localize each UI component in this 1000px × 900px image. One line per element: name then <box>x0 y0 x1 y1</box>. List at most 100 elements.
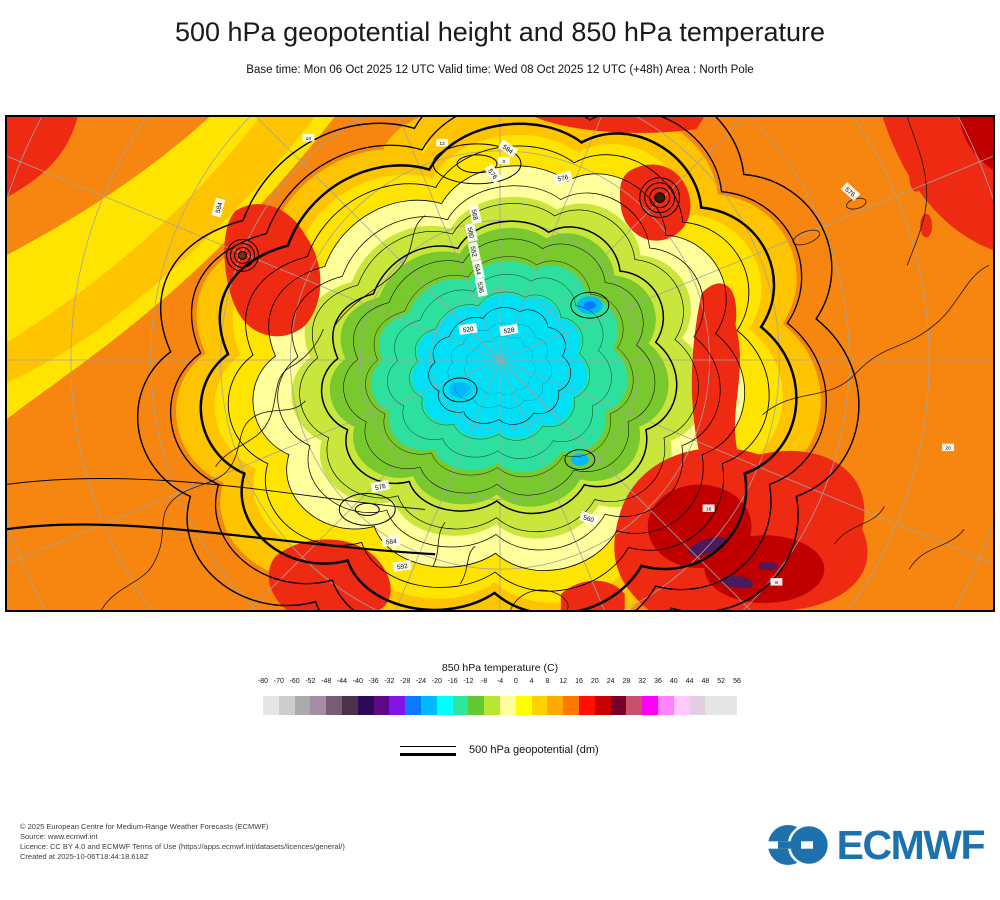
colorbar-segment <box>626 696 643 715</box>
colorbar-segment <box>689 696 706 715</box>
colorbar-segment <box>341 696 358 715</box>
colorbar-tick-label: 52 <box>717 678 726 685</box>
colorbar-tick-label: -44 <box>336 678 348 685</box>
colorbar-segment <box>705 696 722 715</box>
contour-line-thick <box>400 753 456 756</box>
colorbar-tick-label: -8 <box>481 678 488 685</box>
colorbar-segment <box>310 696 327 715</box>
colorbar-tick-label: 16 <box>575 678 583 685</box>
footer-source: Source: www.ecmwf.int <box>20 832 98 841</box>
svg-text:584: 584 <box>386 538 398 546</box>
colorbar-segment <box>657 696 674 715</box>
colorbar-segment <box>263 696 279 715</box>
svg-text:16: 16 <box>706 506 712 512</box>
colorbar-segment <box>389 696 406 715</box>
colorbar-tick-label: -32 <box>384 678 395 685</box>
colorbar-tick-label: -40 <box>352 678 363 685</box>
coastlines <box>100 116 990 611</box>
ecmwf-logo-mark <box>765 823 830 867</box>
colorbar-tick-label: 48 <box>701 678 710 685</box>
svg-text:576: 576 <box>557 174 570 184</box>
colorbar-tick-label: -60 <box>289 678 300 685</box>
colorbar-segment <box>420 696 437 715</box>
colorbar-tick-label: 36 <box>654 678 662 685</box>
colorbar-tick-label: -36 <box>368 678 379 685</box>
colorbar-tick-label: -16 <box>447 678 458 685</box>
svg-text:560: 560 <box>582 514 595 524</box>
map-border <box>6 116 994 611</box>
svg-text:584: 584 <box>215 201 225 214</box>
colorbar-tick-label: -80 <box>257 678 269 685</box>
colorbar-segment <box>326 696 342 715</box>
geopotential-line-samples <box>400 744 456 756</box>
colorbar-tick-label: 12 <box>559 678 568 685</box>
colorbar-segment <box>278 696 295 715</box>
colorbar-tick-label: 32 <box>638 678 647 685</box>
colorbar-tick-label: -48 <box>321 678 332 685</box>
colorbar-tick-label: 56 <box>733 678 741 685</box>
svg-text:544: 544 <box>473 264 482 276</box>
colorbar-tick-label: 0 <box>513 678 518 685</box>
colorbar-tick-label: 40 <box>669 678 678 685</box>
svg-text:12: 12 <box>439 141 445 147</box>
weather-map-canvas: 584 584 576 576 568 560 552 544 536 528 … <box>6 116 994 611</box>
colorbar-tick-label: -20 <box>431 678 442 685</box>
svg-text:20: 20 <box>945 446 951 452</box>
colorbar-tick-label: -12 <box>463 678 474 685</box>
ecmwf-logo: ECMWF <box>765 820 986 870</box>
svg-text:576: 576 <box>374 483 386 492</box>
svg-text:592: 592 <box>396 563 408 571</box>
temperature-legend-title: 850 hPa temperature (C) <box>441 662 559 674</box>
footer-copyright: © 2025 European Centre for Medium-Range … <box>20 822 269 831</box>
colorbar-segment <box>515 696 532 715</box>
svg-text:8: 8 <box>775 580 778 586</box>
page-title: 500 hPa geopotential height and 850 hPa … <box>174 17 825 47</box>
svg-text:0: 0 <box>503 159 506 165</box>
svg-text:520: 520 <box>462 326 474 334</box>
colorbar-segment <box>436 696 453 715</box>
footer-licence: Licence: CC BY 4.0 and ECMWF Terms of Us… <box>20 842 345 851</box>
colorbar-tick-label: -70 <box>273 678 284 685</box>
footer-created-at: Created at 2025-10-06T18:44:18.618Z <box>20 852 149 861</box>
colorbar-segment <box>547 696 564 715</box>
contour-line-thin <box>400 746 456 747</box>
colorbar-tick-label: -4 <box>496 678 504 685</box>
weather-map: 584 584 576 576 568 560 552 544 536 528 … <box>5 115 995 612</box>
colorbar-segment <box>673 696 690 715</box>
colorbar-segment <box>642 696 658 715</box>
geopotential-contours <box>6 116 860 611</box>
svg-text:528: 528 <box>503 327 515 336</box>
point-value-labels: 12 0 10 16 20 8 <box>302 133 955 586</box>
colorbar-segment <box>721 696 737 715</box>
temperature-ticks: -80 -70 -60 -52 -48 -44 -40 -36 -32 -28 -24 -20 -16-… <box>258 678 741 689</box>
colorbar-segment <box>452 696 469 715</box>
ecmwf-logo-text: ECMWF <box>836 821 986 868</box>
colorbar-segment <box>357 696 374 715</box>
footer: © 2025 European Centre for Medium-Range … <box>20 822 345 862</box>
colorbar-segment <box>578 696 595 715</box>
colorbar-tick-label: -24 <box>415 678 427 685</box>
colorbar-tick-label: 20 <box>590 678 599 685</box>
svg-text:568: 568 <box>470 209 479 221</box>
contour-labels: 584 584 576 576 568 560 552 544 536 528 … <box>211 139 861 572</box>
svg-text:536: 536 <box>476 282 485 294</box>
svg-text:10: 10 <box>306 136 312 142</box>
svg-text:552: 552 <box>469 246 478 258</box>
colorbar-tick-label: 8 <box>545 678 550 685</box>
colorbar-segment <box>405 696 421 715</box>
colorbar-tick-label: 4 <box>529 678 534 685</box>
page-subtitle: Base time: Mon 06 Oct 2025 12 UTC Valid … <box>246 64 754 76</box>
temperature-colorbar <box>263 696 737 715</box>
colorbar-tick-label: 44 <box>685 678 694 685</box>
geopotential-legend-label: 500 hPa geopotential (dm) <box>469 744 599 756</box>
geopotential-legend: 500 hPa geopotential (dm) <box>400 744 599 756</box>
colorbar-segment <box>373 696 390 715</box>
colorbar-segment <box>484 696 500 715</box>
colorbar-segment <box>610 696 627 715</box>
colorbar-segment <box>468 696 485 715</box>
colorbar-segment <box>531 696 548 715</box>
colorbar-segment <box>294 696 311 715</box>
colorbar-tick-label: -28 <box>400 678 411 685</box>
colorbar-segment <box>499 696 516 715</box>
